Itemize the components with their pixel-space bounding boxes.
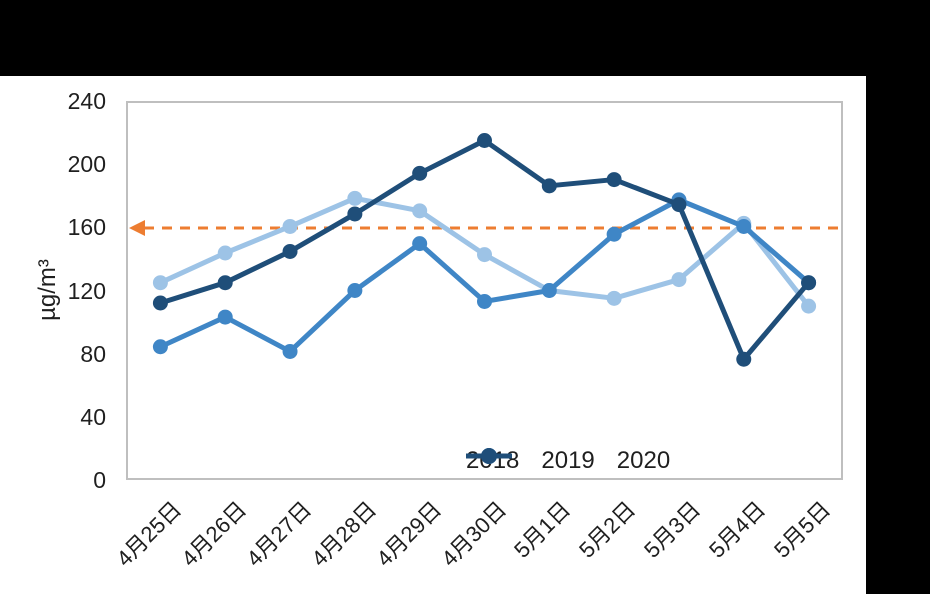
data-point [347, 206, 363, 222]
data-point [671, 272, 687, 288]
data-point [736, 218, 752, 234]
data-point [606, 172, 622, 188]
data-point [736, 351, 752, 367]
y-tick-label: 0 [93, 467, 106, 493]
data-point [606, 290, 622, 306]
data-point [541, 178, 557, 194]
x-tick-label: 5月1日 [509, 496, 576, 563]
data-point [412, 203, 428, 219]
plot-area: 201820192020 [126, 101, 843, 480]
data-point [152, 275, 168, 291]
data-point [217, 309, 233, 325]
reference-line [129, 220, 839, 236]
data-point [347, 283, 363, 298]
y-tick-label: 120 [67, 277, 106, 304]
x-tick-label: 4月26日 [176, 496, 252, 572]
legend: 201820192020 [466, 447, 670, 475]
data-point [606, 226, 622, 242]
data-point [412, 165, 428, 181]
y-tick-label: 80 [80, 340, 106, 367]
data-point [412, 236, 428, 252]
data-point [152, 339, 168, 355]
data-point [477, 293, 492, 309]
data-point [282, 343, 298, 359]
data-point [671, 197, 687, 213]
left-arrow-icon [129, 220, 145, 236]
x-tick-label: 4月28日 [306, 496, 382, 572]
x-tick-label: 5月4日 [703, 496, 770, 563]
x-tick-label: 4月25日 [111, 496, 187, 572]
x-tick-label: 5月2日 [574, 496, 641, 563]
y-tick-label: 200 [67, 151, 106, 178]
x-tick-label: 5月3日 [639, 496, 706, 563]
x-tick-label: 5月5日 [768, 496, 835, 563]
data-point [282, 243, 298, 259]
x-tick-label: 4月30日 [435, 496, 511, 572]
y-tick-label: 40 [80, 403, 106, 430]
data-point [801, 275, 817, 291]
x-tick-label: 4月29日 [371, 496, 446, 572]
legend-label: 2020 [616, 447, 671, 474]
data-point [152, 295, 168, 311]
legend-marker-icon [466, 448, 512, 464]
data-point [541, 283, 557, 298]
series-2020 [152, 133, 817, 367]
data-point [801, 298, 817, 314]
data-point [217, 275, 233, 291]
chart-svg [129, 133, 839, 367]
series-2019 [152, 192, 817, 359]
legend-label: 2019 [541, 447, 595, 474]
data-point [477, 133, 492, 148]
x-tick-label: 4月27日 [241, 496, 317, 572]
data-point [477, 247, 492, 263]
y-tick-label: 160 [67, 214, 106, 241]
data-point [217, 245, 233, 261]
legend-item-2020: 2020 [466, 447, 671, 475]
legend-item-2019: 2019 [466, 447, 595, 475]
data-point [282, 218, 298, 234]
y-tick-label: 240 [67, 88, 106, 114]
data-point [347, 190, 363, 206]
